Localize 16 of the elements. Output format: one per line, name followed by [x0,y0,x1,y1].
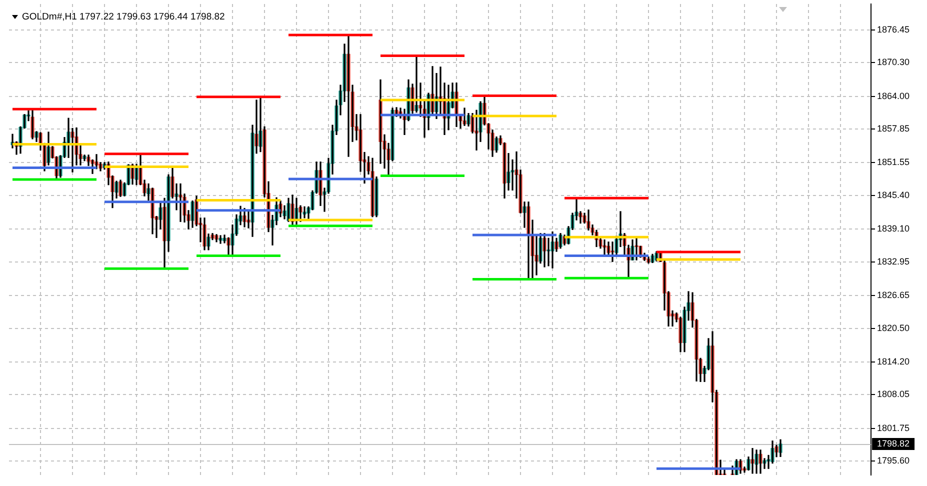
y-tick-label: 1820.50 [877,322,910,333]
y-tick-label: 1857.85 [877,124,910,134]
y-tick-label: 1864.00 [877,90,910,101]
y-tick-label: 1832.95 [877,256,910,266]
y-tick-label: 1808.05 [877,389,910,400]
y-tick-label: 1795.60 [877,456,910,466]
y-tick-label: 1851.55 [877,157,910,168]
ref-line-label: 1798.82 [877,438,910,448]
y-tick-label: 1826.65 [877,290,910,300]
y-tick-label: 1801.75 [877,422,910,433]
y-tick-label: 1876.45 [877,24,910,34]
y-tick-label: 1814.20 [877,356,910,366]
y-tick-label: 1845.40 [877,190,910,200]
text: GOLDm#,H1 1797.22 1799.63 1796.44 1798.82 [22,12,225,23]
y-tick-label: 1839.10 [877,224,910,234]
y-tick-label: 1870.30 [877,57,910,68]
